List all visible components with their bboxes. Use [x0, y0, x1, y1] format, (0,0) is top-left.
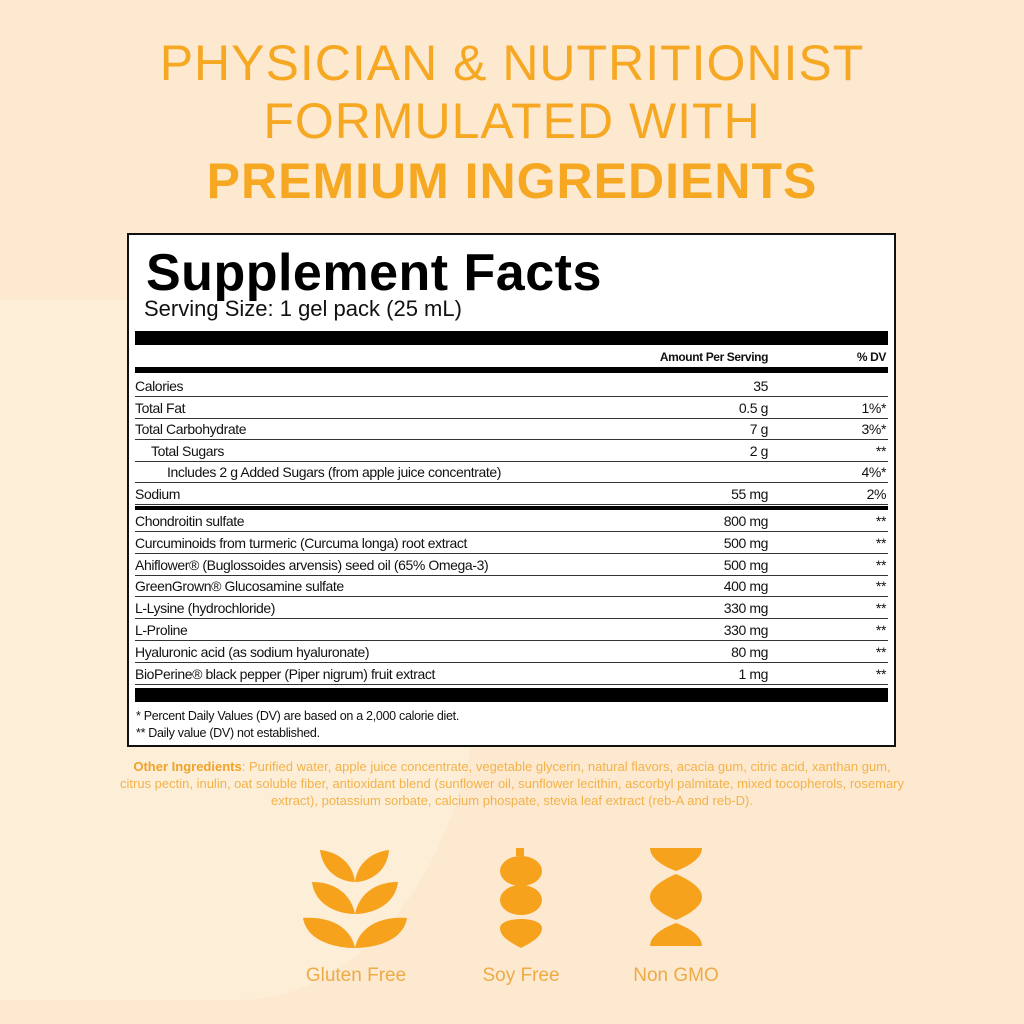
- facts-title: Supplement Facts: [146, 244, 602, 302]
- nutrient-name: GreenGrown® Glucosamine sulfate: [135, 578, 344, 595]
- daily-value: **: [875, 513, 887, 529]
- divider: [135, 367, 888, 373]
- amount: 800 mg: [723, 513, 769, 529]
- other-ingredients-label: Other Ingredients: [133, 759, 242, 774]
- wheat-icon: [303, 850, 407, 948]
- daily-value: **: [875, 556, 887, 573]
- divider: [135, 506, 888, 510]
- table-row: Total Carbohydrate 7 g 3%*: [135, 418, 888, 441]
- table-row: Hyaluronic acid (as sodium hyaluronate) 8…: [135, 641, 888, 663]
- other-ingredients: Other Ingredients: Purified water, apple…: [120, 758, 904, 809]
- table-row: Ahiflower® (Buglossoides arvensis) seed …: [135, 554, 888, 576]
- supplement-facts-panel: Supplement Facts Serving Size: 1 gel pac…: [127, 233, 896, 747]
- daily-value: **: [875, 622, 887, 638]
- nutrient-name: Ahiflower® (Buglossoides arvensis) seed …: [135, 556, 489, 573]
- amount: 400 mg: [723, 578, 769, 595]
- daily-value: **: [875, 578, 887, 595]
- col-dv: % DV: [856, 350, 886, 364]
- daily-value: 2%: [866, 486, 887, 502]
- table-row: Calories 35: [135, 375, 888, 397]
- divider: [135, 331, 888, 345]
- amount: 330 mg: [723, 600, 769, 617]
- table-row: Total Fat 0.5 g 1%*: [135, 397, 888, 419]
- amount: 500 mg: [723, 534, 769, 551]
- daily-value: **: [875, 442, 887, 459]
- divider: [135, 688, 888, 702]
- footnote: ** Daily value (DV) not established.: [136, 726, 320, 740]
- nutrient-name: Total Carbohydrate: [135, 421, 247, 438]
- nutrient-name: Chondroitin sulfate: [135, 513, 245, 529]
- table-row: BioPerine® black pepper (Piper nigrum) f…: [135, 663, 888, 685]
- nutrient-name: L-Lysine (hydrochloride): [135, 600, 276, 617]
- amount: 0.5 g: [738, 399, 769, 416]
- amount: 1 mg: [738, 665, 768, 682]
- nutrient-name: Curcuminoids from turmeric (Curcuma long…: [135, 534, 467, 551]
- table-row: Total Sugars 2 g **: [135, 440, 888, 462]
- nutrient-name: Hyaluronic acid (as sodium hyaluronate): [135, 643, 370, 660]
- amount: 80 mg: [731, 643, 768, 660]
- daily-value: 4%*: [861, 464, 887, 481]
- soybean-icon: [500, 848, 542, 948]
- badge-gluten-free: Gluten Free: [305, 965, 407, 986]
- daily-value: 3%*: [861, 421, 887, 438]
- badge-soy-free: Soy Free: [482, 965, 560, 986]
- nutrient-name: L-Proline: [135, 622, 188, 638]
- daily-value: 1%*: [861, 399, 887, 416]
- nutrient-name: Includes 2 g Added Sugars (from apple ju…: [167, 464, 502, 481]
- headline-line2: FORMULATED WITH: [263, 93, 761, 149]
- headline-line3: PREMIUM INGREDIENTS: [206, 153, 818, 209]
- table-row: L-Lysine (hydrochloride) 330 mg **: [135, 597, 888, 620]
- amount: 7 g: [749, 421, 769, 438]
- table-row: Includes 2 g Added Sugars (from apple ju…: [135, 461, 888, 484]
- dna-icon: [650, 848, 702, 946]
- nutrient-name: BioPerine® black pepper (Piper nigrum) f…: [135, 665, 435, 682]
- table-row: Curcuminoids from turmeric (Curcuma long…: [135, 532, 888, 554]
- amount: 2 g: [749, 442, 769, 459]
- col-amount: Amount Per Serving: [659, 350, 769, 364]
- headline-line1: PHYSICIAN & NUTRITIONIST: [159, 35, 865, 91]
- badge-non-gmo: Non GMO: [633, 965, 719, 986]
- amount: 55 mg: [731, 486, 768, 502]
- daily-value: **: [875, 643, 887, 660]
- nutrient-name: Total Fat: [135, 399, 186, 416]
- amount: 35: [753, 378, 768, 394]
- table-row: Sodium 55 mg 2%: [135, 483, 888, 505]
- table-row: L-Proline 330 mg **: [135, 619, 888, 641]
- amount: 330 mg: [723, 622, 769, 638]
- amount: 500 mg: [723, 556, 769, 573]
- other-ingredients-text: : Purified water, apple juice concentrat…: [120, 759, 904, 808]
- serving-size: Serving Size: 1 gel pack (25 mL): [144, 296, 462, 321]
- nutrient-name: Total Sugars: [151, 442, 225, 459]
- nutrient-name: Calories: [135, 378, 184, 394]
- table-row: GreenGrown® Glucosamine sulfate 400 mg **: [135, 575, 888, 598]
- daily-value: **: [875, 534, 887, 551]
- footnote: * Percent Daily Values (DV) are based on…: [136, 709, 460, 723]
- daily-value: **: [875, 665, 887, 682]
- table-row: Chondroitin sulfate 800 mg **: [135, 510, 888, 532]
- column-header: Amount Per Serving % DV: [135, 347, 888, 369]
- nutrient-name: Sodium: [135, 486, 181, 502]
- daily-value: **: [875, 600, 887, 617]
